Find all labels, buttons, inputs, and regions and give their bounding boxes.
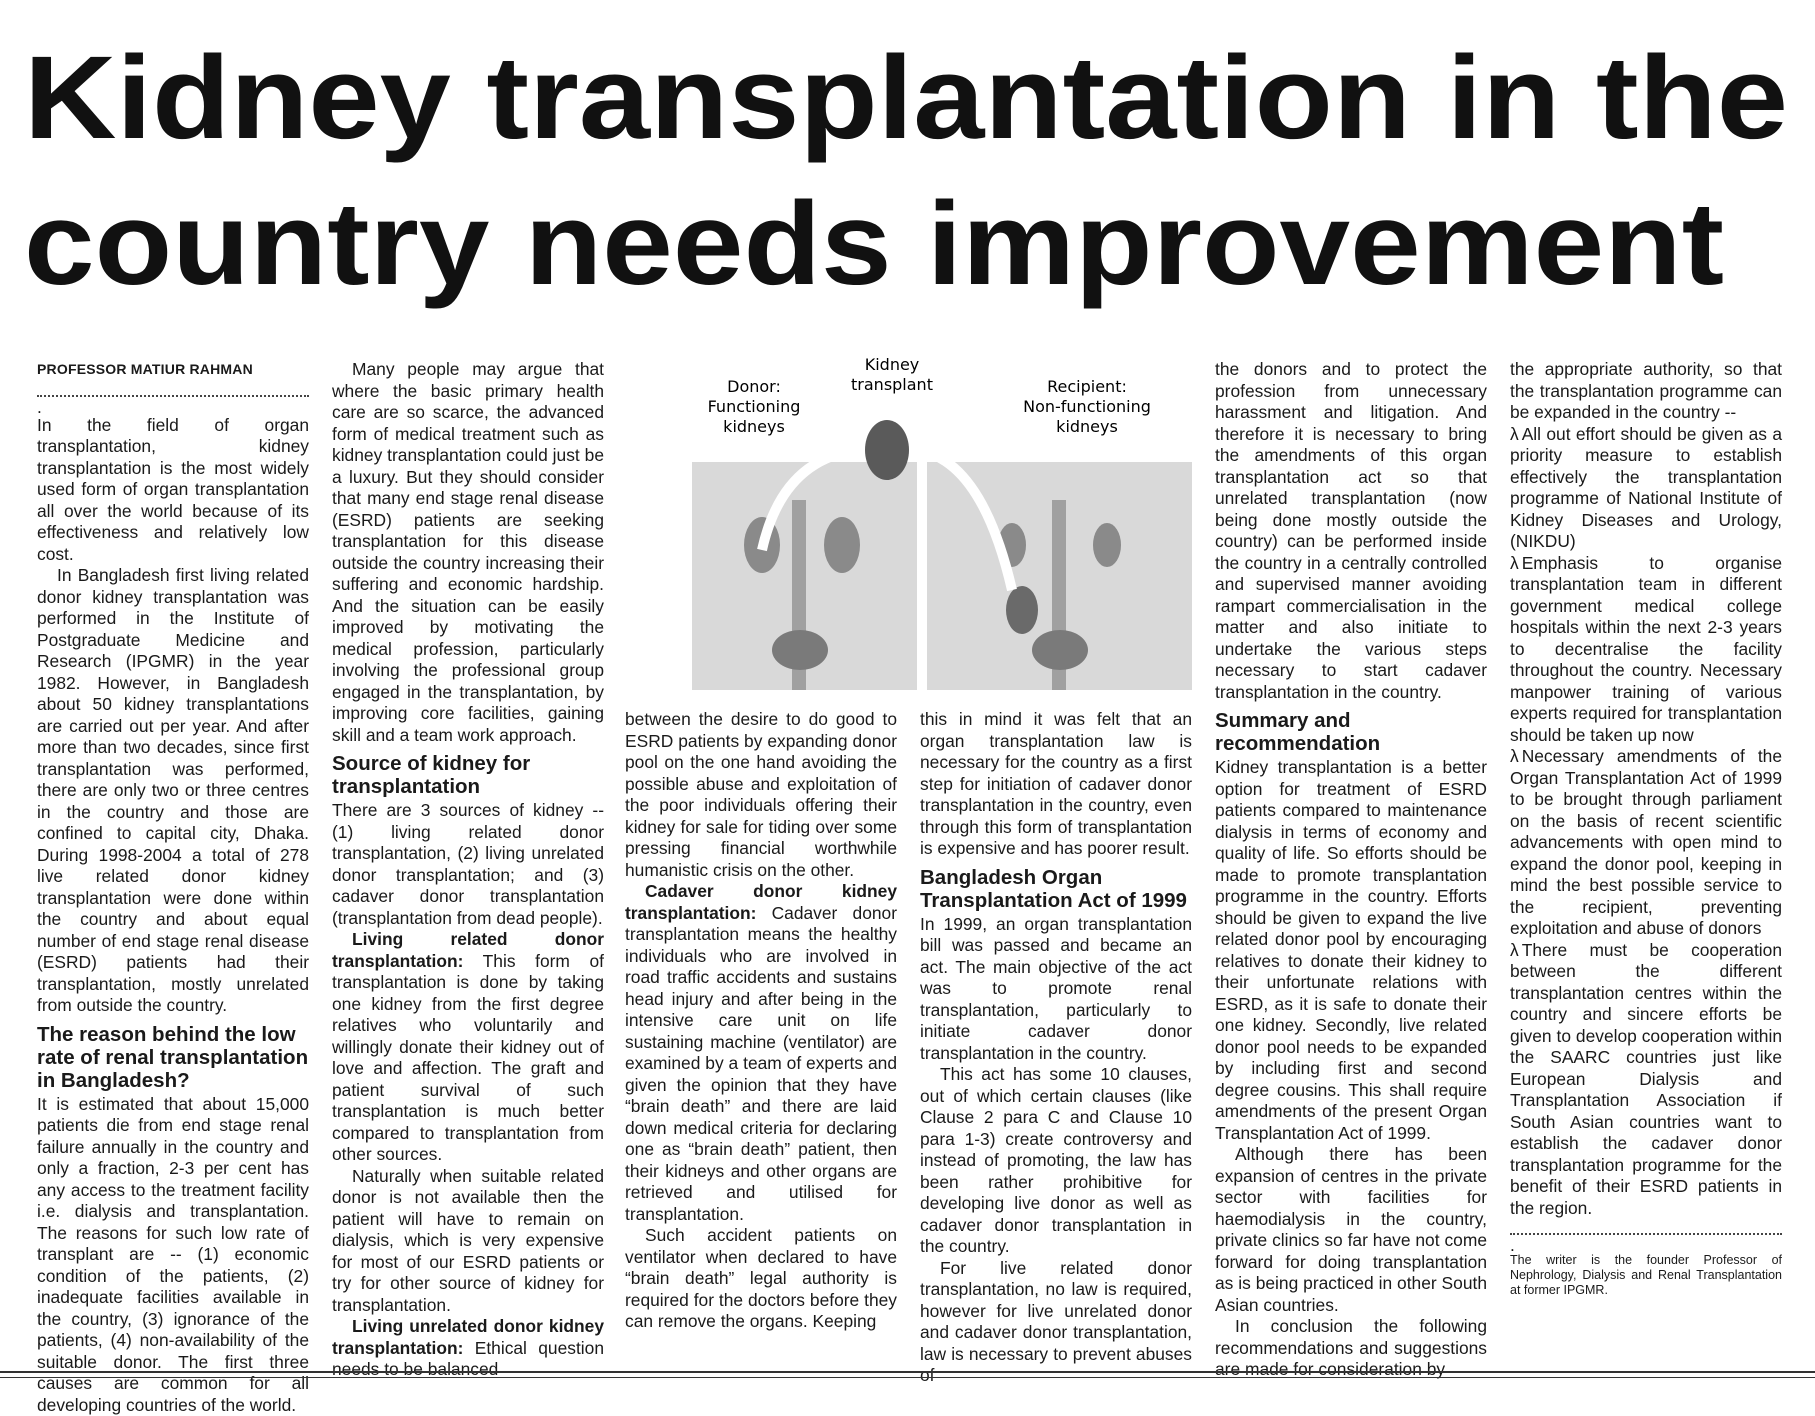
paragraph: This act has some 10 clauses, out of whi…: [920, 1064, 1192, 1258]
lambda-bullet-icon: λ: [1510, 553, 1519, 573]
headline: Kidney transplantation in the country ne…: [0, 0, 1815, 330]
paragraph: There are 3 sources of kidney -- (1) liv…: [332, 800, 604, 929]
article-column-3: between the desire to do good to ESRD pa…: [625, 709, 897, 1333]
paragraph-text: Cadaver donor transplantation means the …: [625, 903, 897, 1224]
paragraph-text: There are 3 sources of kidney -- (1) liv…: [332, 800, 604, 928]
paragraph-text: Necessary amendments of the Organ Transp…: [1510, 746, 1782, 938]
article-column-2: Many people may argue that where the bas…: [332, 359, 604, 1381]
paragraph: It is estimated that about 15,000 patien…: [37, 1094, 309, 1416]
author-byline: PROFESSOR MATIUR RAHMAN: [37, 359, 309, 381]
paragraph: Such accident patients on ventilator whe…: [625, 1225, 897, 1333]
paragraph: Living related donor transplantation: Th…: [332, 929, 604, 1166]
paragraph: Kidney transplantation is a better optio…: [1215, 757, 1487, 1144]
dotted-separator: .: [1510, 1219, 1782, 1253]
section-heading: Source of kidney for transplantation: [332, 752, 604, 798]
paragraph-text: the donors and to protect the profession…: [1215, 359, 1487, 702]
paragraph: Many people may argue that where the bas…: [332, 359, 604, 746]
article-column-1: PROFESSOR MATIUR RAHMAN.In the field of …: [37, 359, 309, 1416]
paragraph-text: In conclusion the following recommendati…: [1215, 1316, 1487, 1379]
lambda-bullet-icon: λ: [1510, 940, 1519, 960]
paragraph-text: It is estimated that about 15,000 patien…: [37, 1094, 309, 1415]
section-heading: Bangladesh Organ Transplantation Act of …: [920, 866, 1192, 912]
paragraph-text: Kidney transplantation is a better optio…: [1215, 757, 1487, 1143]
paragraph: the donors and to protect the profession…: [1215, 359, 1487, 703]
article-column-5: the donors and to protect the profession…: [1215, 359, 1487, 1381]
bottom-rule: [0, 1377, 1815, 1378]
dotted-rule: [37, 381, 309, 397]
separator-dot: .: [1510, 1237, 1782, 1253]
section-heading: The reason behind the low rate of renal …: [37, 1023, 309, 1092]
paragraph: this in mind it was felt that an organ t…: [920, 709, 1192, 860]
dotted-rule: [1510, 1219, 1782, 1235]
paragraph-text: In the field of organ transplantation, k…: [37, 415, 309, 564]
paragraph-text: between the desire to do good to ESRD pa…: [625, 709, 897, 880]
paragraph-text: Emphasis to organise transplantation tea…: [1510, 553, 1782, 745]
paragraph-text: Although there has been expansion of cen…: [1215, 1144, 1487, 1315]
section-heading: Summary and recommendation: [1215, 709, 1487, 755]
headline-line-1: Kidney transplantation in the: [24, 32, 1788, 164]
paragraph: In 1999, an organ transplantation bill w…: [920, 914, 1192, 1065]
paragraph-text: Such accident patients on ventilator whe…: [625, 1225, 897, 1331]
paragraph: Naturally when suitable related donor is…: [332, 1166, 604, 1317]
paragraph: Although there has been expansion of cen…: [1215, 1144, 1487, 1316]
paragraph: Cadaver donor kidney transplantation: Ca…: [625, 881, 897, 1225]
paragraph-text: In 1999, an organ transplantation bill w…: [920, 914, 1192, 1063]
dotted-separator: .: [37, 381, 309, 415]
lambda-bullet-icon: λ: [1510, 424, 1519, 444]
lambda-bullet-icon: λ: [1510, 746, 1519, 766]
separator-dot: .: [37, 399, 309, 415]
paragraph: In the field of organ transplantation, k…: [37, 415, 309, 566]
paragraph-text: All out effort should be given as a prio…: [1510, 424, 1782, 552]
paragraph-text: There must be cooperation between the di…: [1510, 940, 1782, 1218]
article-column-4: this in mind it was felt that an organ t…: [920, 709, 1192, 1387]
bottom-rule: [0, 1371, 1815, 1373]
paragraph: between the desire to do good to ESRD pa…: [625, 709, 897, 881]
article-column-6: the appropriate authority, so that the t…: [1510, 359, 1782, 1298]
paragraph-text: Naturally when suitable related donor is…: [332, 1166, 604, 1315]
paragraph-text: This form of transplantation is done by …: [332, 951, 604, 1165]
paragraph: For live related donor transplantation, …: [920, 1258, 1192, 1387]
paragraph-text: this in mind it was felt that an organ t…: [920, 709, 1192, 858]
paragraph-text: the appropriate authority, so that the t…: [1510, 359, 1782, 422]
paragraph-text: Many people may argue that where the bas…: [332, 359, 604, 745]
transplant-kidney-icon: [865, 420, 909, 480]
paragraph: In Bangladesh first living related donor…: [37, 565, 309, 1017]
paragraph: the appropriate authority, so that the t…: [1510, 359, 1782, 424]
paragraph-text: This act has some 10 clauses, out of whi…: [920, 1064, 1192, 1256]
paragraph-text: For live related donor transplantation, …: [920, 1258, 1192, 1386]
headline-line-2: country needs improvement: [24, 178, 1724, 310]
paragraph-text: In Bangladesh first living related donor…: [37, 565, 309, 1015]
author-footnote: The writer is the founder Professor of N…: [1510, 1253, 1782, 1298]
